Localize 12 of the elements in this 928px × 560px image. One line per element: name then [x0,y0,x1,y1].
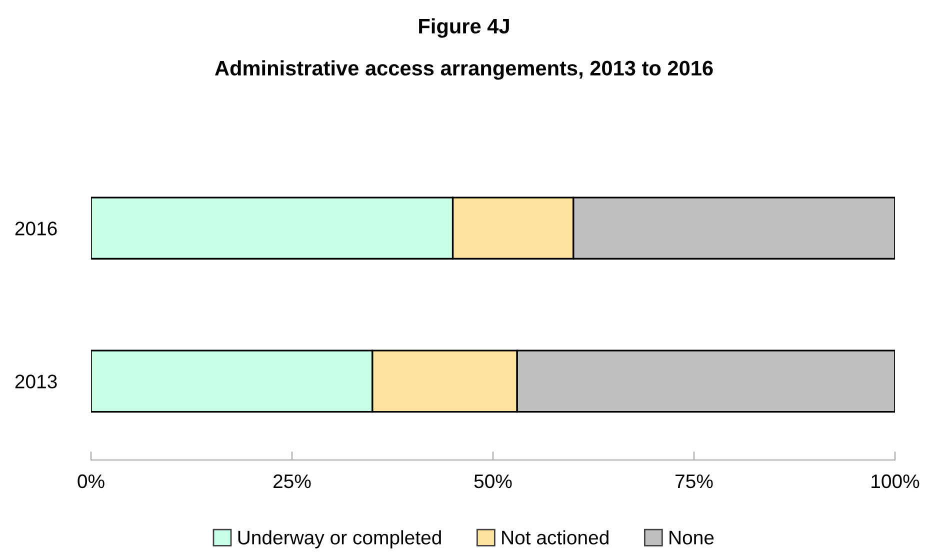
x-tick-label: 75% [676,474,713,488]
legend-label: Underway or completed [238,530,441,548]
chart-title: Figure 4J [419,18,509,38]
x-tick-label: 50% [474,474,512,488]
x-tick-label: 100% [872,474,920,488]
x-tick-label: 0% [78,474,104,488]
chart-subtitle: Administrative access arrangements, 2013 to 2016 [214,60,713,80]
legend-label: Not actioned [502,530,608,544]
x-tick-label: 25% [274,474,311,488]
y-tick-label: 2016 [15,222,57,236]
y-tick-label: 2013 [15,374,57,388]
legend-label: None [670,530,714,544]
